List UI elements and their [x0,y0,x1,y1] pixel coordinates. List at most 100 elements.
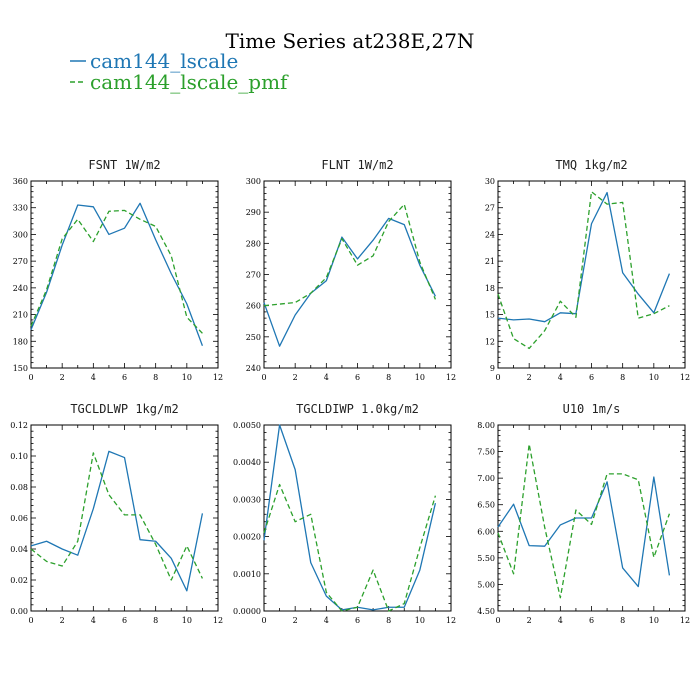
y-tick-label: 210 [13,311,28,320]
x-tick-label: 0 [261,616,266,625]
y-tick-label: 6.00 [477,527,495,536]
x-tick-label: 12 [680,373,690,382]
series-line-2 [497,191,670,350]
x-tick-label: 6 [589,373,594,382]
panel-title: FLNT 1W/m2 [321,158,393,172]
x-tick-label: 8 [386,616,391,625]
x-tick-label: 0 [28,616,33,625]
y-tick-label: 0.04 [10,545,28,554]
series-line-2 [263,483,437,612]
series-line-2 [497,443,671,599]
y-tick-label: 0.0010 [233,570,261,579]
panel-title: TGCLDLWP 1kg/m2 [70,402,178,416]
x-tick-label: 8 [153,616,158,625]
y-tick-label: 260 [246,302,261,311]
y-tick-label: 24 [485,230,495,239]
x-tick-label: 6 [122,616,127,625]
x-tick-label: 12 [213,616,223,625]
x-tick-label: 4 [91,373,96,382]
y-tick-label: 270 [13,257,28,266]
y-tick-label: 330 [13,204,28,213]
panel-title: FSNT 1W/m2 [88,158,160,172]
x-tick-label: 10 [415,373,425,382]
x-tick-label: 10 [415,616,425,625]
y-tick-label: 180 [13,337,28,346]
y-tick-label: 300 [246,177,261,186]
y-tick-label: 0.02 [10,576,28,585]
x-tick-label: 4 [558,616,563,625]
y-tick-label: 0.0050 [233,421,261,430]
y-tick-label: 6.50 [477,501,495,510]
y-tick-label: 240 [246,364,261,373]
y-tick-label: 270 [246,271,261,280]
panel-5: TGCLDIWP 1.0kg/m2 0 2 4 6 8 10 12 0.0000 0.0010 0.… [233,402,456,625]
series-line-2 [30,209,203,334]
panel-title: TMQ 1kg/m2 [555,158,627,172]
y-tick-label: 5.00 [477,580,495,589]
y-tick-label: 150 [13,364,28,373]
x-tick-label: 12 [213,373,223,382]
x-tick-label: 10 [182,616,192,625]
panel-6: U10 1m/s 0 2 4 6 8 10 12 4.50 5.00 5.50 6.00 6.50 7.0… [477,402,690,625]
y-tick-label: 4.50 [477,607,495,616]
series-line-1 [497,476,671,588]
y-tick-label: 0.06 [10,514,28,523]
x-tick-label: 0 [28,373,33,382]
x-tick-label: 2 [527,373,532,382]
panel-title: U10 1m/s [563,402,621,416]
series-line-1 [263,424,437,611]
panel-title: TGCLDIWP 1.0kg/m2 [296,402,419,416]
x-tick-label: 0 [261,373,266,382]
x-tick-label: 12 [680,616,690,625]
plot-frame [263,180,452,369]
y-tick-label: 5.50 [477,554,495,563]
y-tick-label: 280 [246,239,261,248]
x-tick-label: 12 [446,373,456,382]
x-tick-label: 8 [620,373,625,382]
x-tick-label: 12 [446,616,456,625]
x-tick-label: 8 [153,373,158,382]
y-tick-label: 300 [13,230,28,239]
y-tick-label: 0.00 [10,607,28,616]
y-tick-label: 15 [485,311,495,320]
y-tick-label: 30 [485,177,495,186]
x-tick-label: 2 [293,373,298,382]
series-line-1 [30,450,204,592]
x-tick-label: 2 [60,373,65,382]
x-tick-label: 10 [649,616,659,625]
y-tick-label: 8.00 [477,421,495,430]
plot-frame [30,424,219,612]
x-tick-label: 6 [589,616,594,625]
y-tick-label: 7.00 [477,474,495,483]
y-tick-label: 360 [13,177,28,186]
panels: FSNT 1W/m20 2 4 6 8 10 12150180210240270300330… [10,158,690,625]
y-tick-label: 0.0020 [233,533,261,542]
y-tick-label: 290 [246,208,261,217]
y-tick-label: 9 [490,364,495,373]
x-tick-label: 2 [293,616,298,625]
series-line-1 [263,217,437,347]
y-tick-label: 0.0000 [233,607,261,616]
y-tick-label: 18 [485,284,495,293]
y-tick-label: 0.08 [10,483,28,492]
y-tick-label: 0.12 [10,421,28,430]
series-line-2 [263,203,437,307]
legend: cam144_lscale cam144_lscale_pmf [70,49,289,94]
y-tick-label: 240 [13,284,28,293]
panel-1: FSNT 1W/m2 0 2 4 6 8 10 12 150 180 210 240 270 300 330… [13,158,223,382]
y-tick-label: 7.50 [477,448,495,457]
panel-2: FLNT 1W/m2 0 2 4 6 8 10 12 240 250 260 270 280 290 300 [246,158,456,382]
y-tick-label: 12 [485,337,495,346]
legend-label-1: cam144_lscale [90,49,238,73]
x-tick-label: 4 [558,373,563,382]
x-tick-label: 0 [495,373,500,382]
x-tick-label: 0 [495,616,500,625]
legend-label-2: cam144_lscale_pmf [90,70,289,94]
x-tick-label: 10 [182,373,192,382]
y-tick-label: 0.10 [10,452,28,461]
plot-frame [497,180,686,369]
x-tick-label: 10 [649,373,659,382]
plot-frame [30,180,219,369]
x-tick-label: 6 [355,616,360,625]
